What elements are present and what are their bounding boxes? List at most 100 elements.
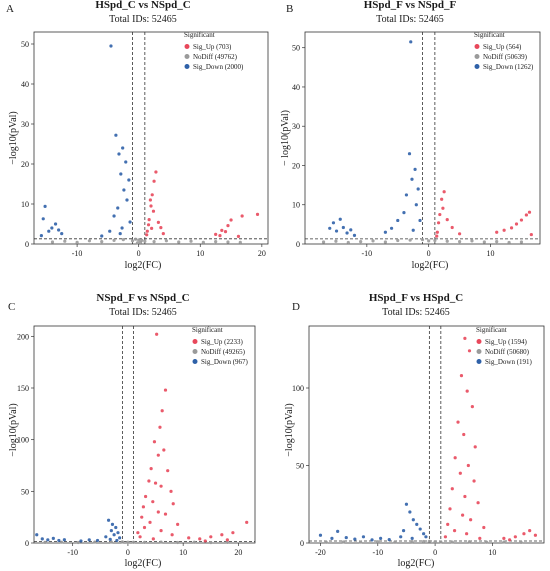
data-point bbox=[108, 229, 112, 233]
x-tick-label: 10 bbox=[487, 249, 495, 258]
data-point bbox=[519, 540, 523, 544]
data-point bbox=[418, 218, 422, 223]
data-point bbox=[148, 520, 152, 524]
data-point bbox=[108, 537, 112, 541]
data-point bbox=[171, 502, 175, 506]
y-tick-label: 50 bbox=[296, 462, 304, 471]
data-point bbox=[353, 537, 357, 541]
data-point bbox=[502, 536, 506, 540]
data-point bbox=[176, 522, 180, 527]
data-point bbox=[485, 540, 489, 544]
data-point bbox=[127, 178, 131, 182]
data-point bbox=[456, 420, 460, 424]
data-point bbox=[120, 540, 124, 544]
data-point bbox=[465, 532, 469, 536]
data-point bbox=[75, 240, 79, 244]
data-point bbox=[445, 218, 449, 222]
data-point bbox=[463, 336, 467, 340]
x-axis-label: log2(FC) bbox=[412, 260, 449, 271]
data-point bbox=[255, 212, 260, 216]
data-point bbox=[407, 152, 412, 156]
data-point bbox=[87, 239, 92, 243]
data-point bbox=[359, 240, 363, 244]
y-tick-label: 40 bbox=[21, 80, 29, 89]
data-point bbox=[352, 233, 357, 237]
data-point bbox=[138, 535, 142, 539]
data-point bbox=[524, 213, 528, 217]
data-point bbox=[435, 230, 439, 234]
chart-subtitle: Total IDs: 52465 bbox=[109, 307, 177, 318]
data-point bbox=[238, 240, 242, 244]
data-point bbox=[349, 228, 353, 232]
x-tick-label: 20 bbox=[258, 249, 266, 258]
data-point bbox=[358, 540, 363, 544]
panel-b: B HSpd_F vs NSpd_F Total IDs: 52465 -10 0 10 0… bbox=[280, 0, 541, 271]
data-point bbox=[458, 232, 462, 236]
data-point bbox=[35, 533, 39, 537]
data-point bbox=[147, 218, 151, 222]
data-point bbox=[519, 218, 524, 222]
panel-label: A bbox=[6, 3, 14, 15]
legend-swatch bbox=[184, 64, 190, 69]
data-point bbox=[379, 536, 383, 540]
data-point bbox=[450, 225, 454, 230]
data-point bbox=[126, 540, 130, 544]
data-point bbox=[410, 177, 414, 181]
data-point bbox=[389, 226, 394, 230]
chart-title: HSpd_F vs NSpd_F bbox=[364, 0, 457, 11]
x-tick-label: -20 bbox=[315, 548, 326, 557]
data-point bbox=[109, 540, 113, 544]
data-point bbox=[121, 238, 125, 242]
data-point bbox=[240, 214, 244, 218]
y-tick-label: 10 bbox=[21, 200, 29, 209]
data-point bbox=[376, 540, 380, 544]
data-point bbox=[160, 409, 164, 413]
data-point bbox=[131, 540, 136, 544]
data-point bbox=[163, 388, 168, 392]
data-point bbox=[152, 179, 156, 183]
data-point bbox=[120, 226, 124, 230]
data-point bbox=[119, 172, 123, 176]
y-tick-label: 0 bbox=[25, 240, 29, 249]
data-point bbox=[161, 232, 165, 236]
data-point bbox=[438, 212, 442, 217]
data-point bbox=[226, 240, 230, 244]
data-point bbox=[159, 540, 163, 544]
data-point bbox=[145, 233, 149, 237]
data-point bbox=[169, 489, 173, 493]
x-tick-label: 0 bbox=[433, 548, 437, 557]
data-point bbox=[155, 332, 159, 336]
y-axis-label: −log10(pVal) bbox=[8, 403, 19, 456]
data-point bbox=[513, 535, 517, 539]
data-point bbox=[41, 217, 45, 221]
data-point bbox=[445, 239, 449, 243]
data-point bbox=[410, 536, 414, 540]
data-point bbox=[142, 525, 147, 530]
data-point bbox=[341, 540, 345, 544]
data-point bbox=[148, 198, 152, 202]
data-point bbox=[459, 374, 464, 378]
legend-title: Significant bbox=[476, 326, 507, 334]
legend-label: NoDiff (50639) bbox=[483, 53, 528, 61]
data-point bbox=[214, 240, 218, 244]
y-axis-label: − log10(pVal) bbox=[280, 110, 291, 166]
data-point bbox=[124, 160, 128, 164]
data-point bbox=[158, 425, 162, 429]
data-point bbox=[152, 440, 157, 444]
data-point bbox=[509, 226, 514, 230]
data-point bbox=[135, 241, 140, 245]
data-point bbox=[245, 520, 249, 524]
x-axis-label: log2(FC) bbox=[398, 558, 435, 569]
x-tick-label: -10 bbox=[362, 249, 373, 258]
legend-swatch bbox=[476, 359, 482, 364]
data-point bbox=[112, 238, 116, 242]
data-point bbox=[328, 226, 332, 230]
y-tick-label: 100 bbox=[17, 436, 29, 445]
data-point bbox=[370, 538, 374, 542]
data-point bbox=[60, 540, 64, 544]
data-point bbox=[371, 239, 375, 243]
data-point bbox=[156, 453, 160, 457]
data-point bbox=[225, 538, 229, 542]
data-point bbox=[345, 231, 349, 235]
data-point bbox=[236, 234, 241, 238]
